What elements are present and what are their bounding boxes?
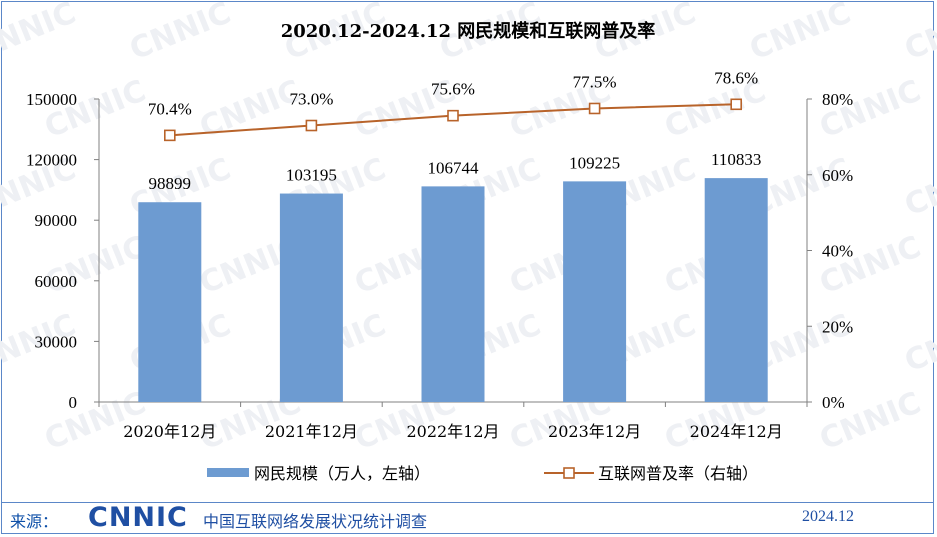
x-tick-label: 2024年12月 bbox=[690, 422, 783, 441]
line-point bbox=[305, 119, 318, 132]
bar bbox=[279, 193, 343, 402]
source-organization: 中国互联网络发展状况统计调查 bbox=[203, 512, 428, 531]
bar-value-label: 98899 bbox=[149, 174, 192, 193]
bar bbox=[421, 186, 485, 402]
right-tick-label: 80% bbox=[822, 90, 853, 109]
line-value-label: 73.0% bbox=[289, 90, 333, 109]
right-tick-label: 0% bbox=[822, 393, 845, 412]
left-tick-label: 60000 bbox=[35, 272, 78, 291]
left-tick-label: 120000 bbox=[26, 151, 77, 170]
right-tick-label: 40% bbox=[822, 242, 853, 261]
x-tick-label: 2021年12月 bbox=[265, 422, 358, 441]
legend-bar-label: 网民规模（万人，左轴） bbox=[254, 464, 430, 483]
line-point bbox=[164, 129, 176, 142]
left-tick-label: 90000 bbox=[35, 211, 78, 230]
right-tick-label: 60% bbox=[822, 166, 853, 185]
bar bbox=[563, 181, 627, 402]
bar bbox=[138, 202, 202, 402]
source-label: 来源： bbox=[10, 512, 59, 531]
line-point bbox=[447, 109, 459, 122]
bar-value-label: 103195 bbox=[286, 166, 337, 185]
left-tick-label: 30000 bbox=[35, 332, 78, 351]
footer: 来源： CNNIC 中国互联网络发展状况统计调查 2024.12 bbox=[2, 502, 933, 534]
legend-line-label: 互联网普及率（右轴） bbox=[598, 464, 758, 483]
bar-value-label: 106744 bbox=[428, 158, 480, 177]
bar bbox=[704, 178, 768, 402]
legend-line-marker bbox=[563, 467, 575, 479]
x-tick-label: 2022年12月 bbox=[406, 422, 499, 441]
legend-bar-swatch bbox=[207, 468, 249, 477]
right-tick-label: 20% bbox=[822, 317, 853, 336]
line-value-label: 77.5% bbox=[573, 72, 617, 91]
chart-title: 2020.12-2024.12 网民规模和互联网普及率 bbox=[281, 20, 656, 42]
left-tick-label: 150000 bbox=[26, 90, 77, 109]
x-tick-label: 2023年12月 bbox=[548, 422, 641, 441]
line-point bbox=[588, 102, 601, 115]
x-tick-label: 2020年12月 bbox=[123, 422, 216, 441]
bar-value-label: 109225 bbox=[569, 153, 620, 172]
line-point bbox=[730, 98, 743, 111]
cnnic-logo: CNNIC bbox=[88, 502, 188, 533]
line-value-label: 75.6% bbox=[431, 80, 475, 99]
line-value-label: 70.4% bbox=[148, 99, 192, 118]
left-tick-label: 0 bbox=[69, 393, 78, 412]
line-value-label: 78.6% bbox=[714, 68, 758, 87]
bar-value-label: 110833 bbox=[711, 150, 761, 169]
source-date: 2024.12 bbox=[802, 508, 854, 525]
